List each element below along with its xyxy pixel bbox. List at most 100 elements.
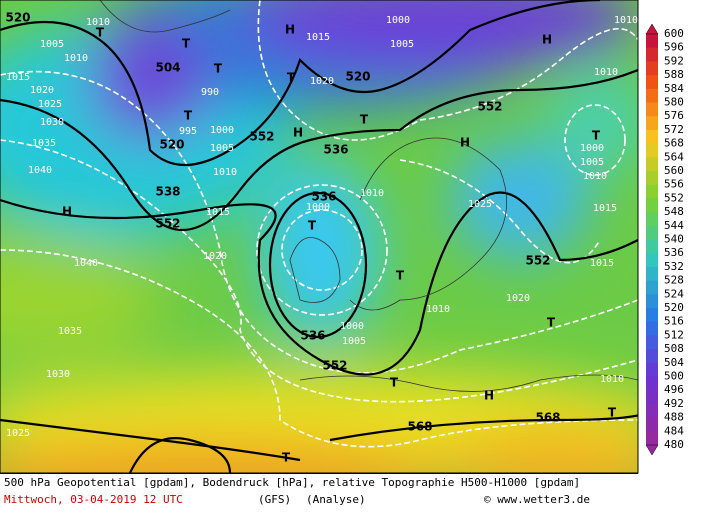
isobars (0, 0, 638, 448)
legend-label: 556 (664, 178, 684, 191)
isobar-label: 1000 (340, 321, 364, 332)
isobar-label: 990 (201, 87, 219, 98)
high-marker: H (542, 33, 552, 47)
legend-swatch (646, 212, 658, 227)
legend-swatch (646, 390, 658, 405)
legend-label: 528 (664, 274, 684, 287)
low-marker: T (396, 269, 405, 283)
legend-label: 548 (664, 205, 684, 218)
isobar-label: 1010 (614, 15, 638, 26)
legend-label: 484 (664, 424, 684, 437)
isobar-label: 1020 (506, 293, 530, 304)
isobar-label: 1015 (590, 258, 614, 269)
isobar-label: 1005 (342, 336, 366, 347)
isobar-label: 1010 (213, 167, 237, 178)
legend-swatch (646, 362, 658, 377)
footer-description: 500 hPa Geopotential [gpdam], Bodendruck… (4, 476, 580, 489)
legend-label: 524 (664, 287, 684, 300)
contour-label: 520 (345, 70, 370, 84)
legend-arrow-top (645, 23, 659, 35)
legend-label: 536 (664, 246, 684, 259)
legend-label: 544 (664, 219, 684, 232)
low-marker: T (360, 113, 369, 127)
low-marker: T (182, 37, 191, 51)
footer-model: (GFS) (258, 493, 291, 506)
contour-label: 552 (249, 130, 274, 144)
legend-label: 504 (664, 356, 684, 369)
legend-label: 600 (664, 27, 684, 40)
legend-swatch (646, 280, 658, 295)
isobar-label: 1010 (360, 188, 384, 199)
contour-label: 504 (155, 61, 180, 75)
isobar-label: 1005 (40, 39, 64, 50)
geopotential-contours (0, 0, 638, 473)
isobar-label: 1030 (46, 369, 70, 380)
footer-date: Mittwoch, 03-04-2019 12 UTC (4, 493, 183, 506)
isobar-label: 1025 (6, 428, 30, 439)
isobar-label: 1005 (390, 39, 414, 50)
contour-label: 568 (407, 420, 432, 434)
isobar-label: 1005 (210, 143, 234, 154)
contour-label: 552 (525, 254, 550, 268)
legend-swatch (646, 417, 658, 432)
isobar-label: 1000 (306, 202, 330, 213)
isobar-label: 1035 (32, 138, 56, 149)
map-labels: 520 504 520 538 552 552 536 520 552 536 536 552 552 5… (5, 11, 638, 465)
isobar-label: 1020 (203, 251, 227, 262)
legend-label: 520 (664, 301, 684, 314)
isobar-label: 1015 (306, 32, 330, 43)
legend-label: 568 (664, 137, 684, 150)
legend-swatch (646, 376, 658, 391)
low-marker: T (608, 406, 617, 420)
legend-label: 540 (664, 233, 684, 246)
legend-label: 480 (664, 438, 684, 451)
footer-run: (Analyse) (306, 493, 366, 506)
low-marker: T (282, 451, 291, 465)
isobar-label: 1035 (58, 326, 82, 337)
legend-label: 552 (664, 191, 684, 204)
legend-label: 576 (664, 109, 684, 122)
legend-swatch (646, 157, 658, 172)
legend-swatch (646, 349, 658, 364)
legend-label: 512 (664, 328, 684, 341)
legend-label: 532 (664, 260, 684, 273)
contour-label: 538 (155, 185, 180, 199)
isobar-label: 1020 (30, 85, 54, 96)
legend-swatch (646, 102, 658, 117)
low-marker: T (547, 316, 556, 330)
contour-label: 520 (5, 11, 30, 25)
isobar-label: 1025 (38, 99, 62, 110)
high-marker: H (285, 23, 295, 37)
legend-label: 488 (664, 411, 684, 424)
legend-label: 564 (664, 150, 684, 163)
isobar-label: 1010 (600, 374, 624, 385)
legend-swatch (646, 129, 658, 145)
legend-label: 500 (664, 370, 684, 383)
low-marker: T (592, 129, 601, 143)
low-marker: T (214, 62, 223, 76)
isobar-label: 1000 (210, 125, 234, 136)
contour-label: 552 (477, 100, 502, 114)
isobar-label: 1005 (580, 157, 604, 168)
legend-label: 560 (664, 164, 684, 177)
legend-swatch (646, 143, 658, 158)
isobar-label: 995 (179, 126, 197, 137)
legend-label: 592 (664, 54, 684, 67)
isobar-label: 1015 (6, 72, 30, 83)
isobar-label: 1010 (426, 304, 450, 315)
legend-swatch (646, 116, 658, 131)
low-marker: T (390, 376, 399, 390)
legend-swatch (646, 184, 658, 199)
legend-swatch (646, 253, 658, 268)
legend-swatch (646, 225, 658, 240)
contour-label: 536 (300, 329, 325, 343)
isobar-label: 1040 (74, 258, 98, 269)
isobar-label: 1015 (593, 203, 617, 214)
legend-swatch (646, 308, 658, 323)
legend-label: 580 (664, 96, 684, 109)
isobar-label: 1000 (386, 15, 410, 26)
legend-swatch (646, 239, 658, 254)
isobar-label: 1030 (40, 117, 64, 128)
isobar-label: 1000 (580, 143, 604, 154)
